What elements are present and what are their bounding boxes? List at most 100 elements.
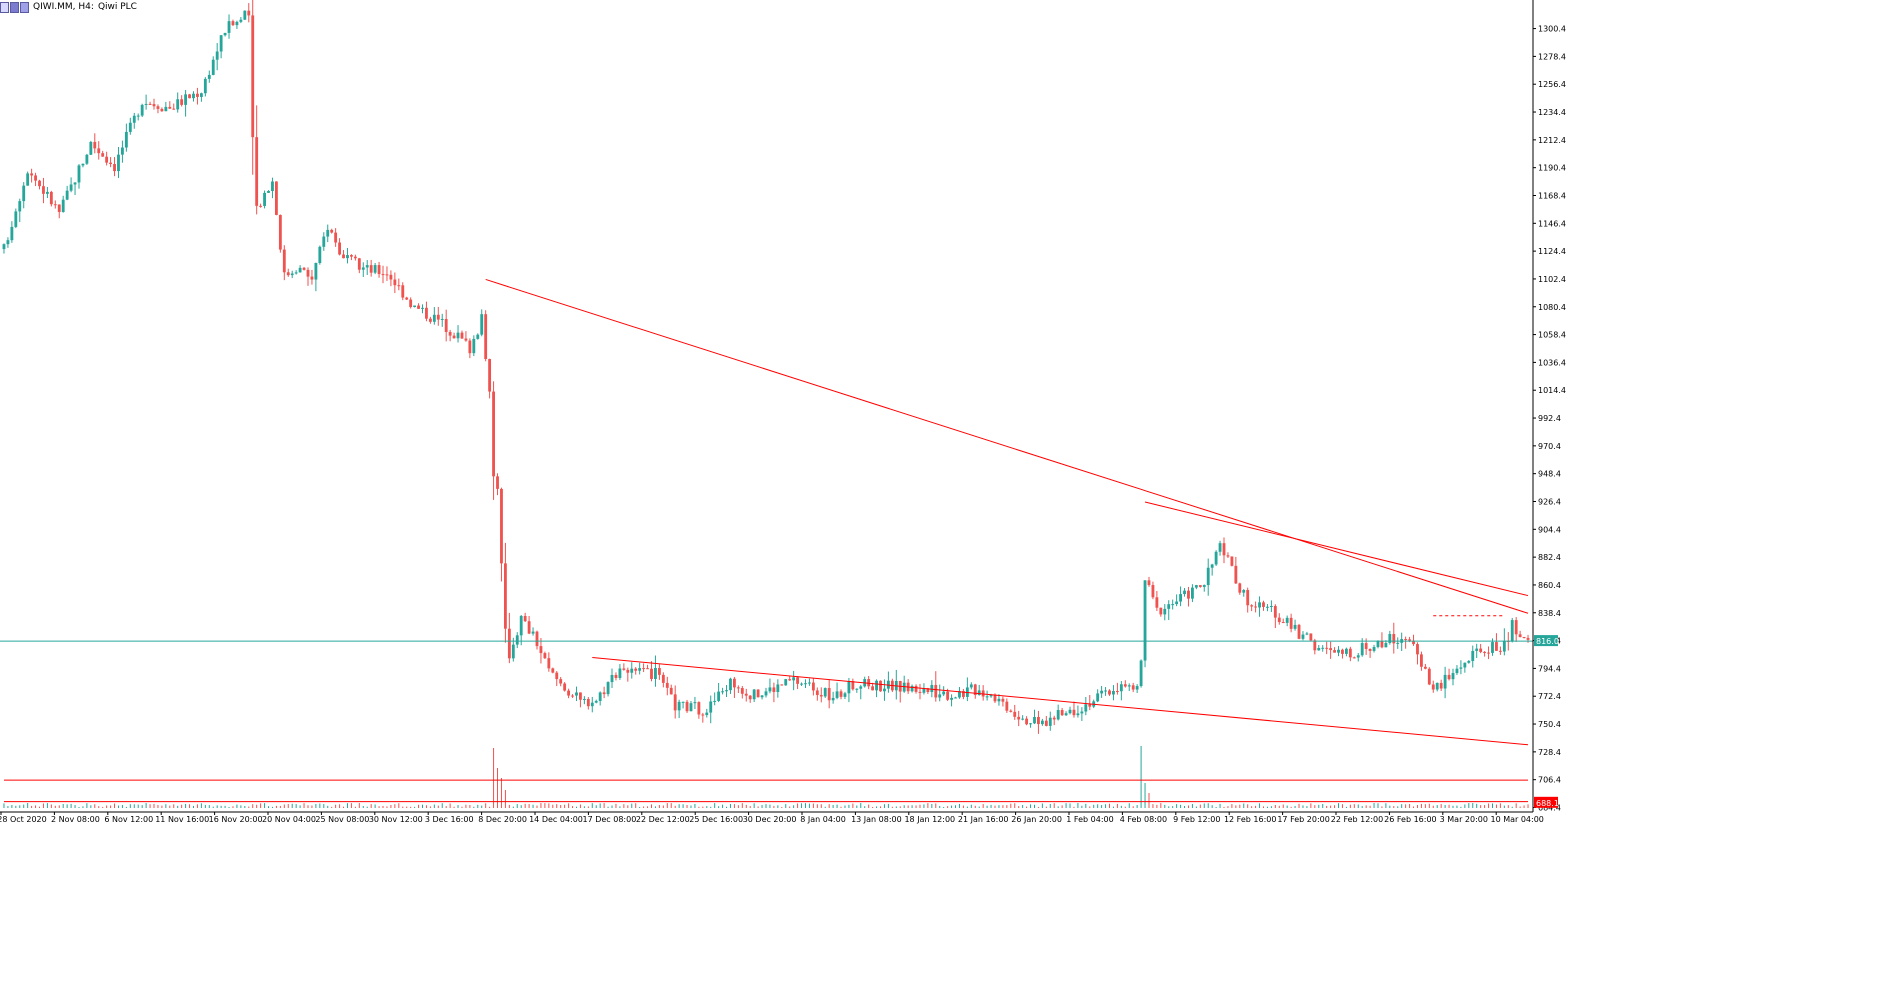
y-tick-label: 794.4: [1538, 664, 1561, 673]
indicator-icon[interactable]: [20, 1, 29, 13]
y-tick-label: 1212.4: [1538, 136, 1566, 145]
candle-body: [1080, 711, 1084, 714]
candle: [1040, 718, 1044, 726]
candle: [579, 692, 582, 708]
candle: [464, 331, 468, 342]
candle: [156, 104, 160, 114]
y-tick-label: 1036.4: [1538, 358, 1566, 367]
candle: [188, 93, 191, 99]
candle-body: [188, 94, 191, 99]
candle: [1194, 584, 1198, 590]
x-tick-label: 25 Nov 08:00: [315, 815, 369, 824]
candle-body: [954, 697, 957, 699]
candle-body: [109, 162, 113, 165]
y-tick-label: 1124.4: [1538, 247, 1566, 256]
candle: [1455, 665, 1459, 675]
candle: [1297, 623, 1301, 640]
candle-body: [776, 684, 780, 693]
candle: [10, 221, 14, 243]
axis-layer: 1300.4 1278.4 1256.4 1234.4 1212.4 1190.4 1168…: [0, 0, 1566, 824]
candle: [756, 689, 760, 698]
candle-body: [638, 668, 642, 671]
candle-body: [1463, 662, 1467, 668]
candle-body: [1206, 567, 1210, 586]
current-price-tag: 816.0: [1534, 635, 1559, 647]
candle-body: [346, 255, 349, 259]
candle: [1467, 660, 1471, 664]
candle: [575, 686, 578, 702]
candle: [184, 90, 188, 117]
candle-body: [1262, 602, 1265, 607]
candle: [421, 304, 424, 314]
candle-body: [796, 677, 800, 684]
candle: [859, 684, 863, 700]
chart-type-icon[interactable]: [0, 1, 9, 13]
candle: [357, 257, 361, 274]
candle: [57, 204, 61, 219]
candle-body: [1297, 624, 1301, 639]
candle: [954, 696, 957, 699]
x-tick-label: 17 Feb 20:00: [1277, 815, 1329, 824]
candle: [1356, 653, 1360, 662]
candle: [673, 685, 677, 719]
y-tick-label: 970.4: [1538, 442, 1561, 451]
candle: [886, 671, 890, 693]
candle: [219, 34, 223, 59]
candle-body: [227, 21, 231, 33]
candle-body: [997, 698, 1001, 702]
candle: [1333, 647, 1336, 653]
candle: [879, 680, 882, 692]
candle: [1206, 558, 1210, 596]
candle-body: [140, 104, 144, 116]
candle: [819, 687, 823, 703]
candle: [1451, 668, 1455, 686]
candle-body: [1048, 717, 1052, 726]
candle: [1412, 634, 1415, 646]
timeframe-icon[interactable]: [10, 1, 19, 13]
candle: [1025, 716, 1029, 726]
candle-body: [969, 684, 973, 688]
candle-body: [1139, 660, 1143, 687]
candle-body: [421, 307, 424, 309]
candle: [503, 542, 507, 643]
candle: [1139, 659, 1143, 688]
candle-body: [677, 701, 681, 711]
candle-body: [85, 154, 89, 164]
candle-body: [713, 700, 717, 702]
candle: [1400, 632, 1404, 651]
candle: [997, 694, 1001, 706]
candle-body: [977, 690, 981, 696]
candle-body: [330, 229, 334, 233]
candle: [768, 678, 772, 694]
candle: [1017, 710, 1021, 727]
candle: [507, 612, 511, 664]
candle: [1471, 645, 1475, 668]
candle: [1522, 636, 1526, 639]
candle: [1325, 641, 1329, 655]
x-tick-label: 21 Jan 16:00: [958, 815, 1009, 824]
candle-body: [361, 267, 365, 270]
candle: [227, 14, 231, 39]
candle-body: [1088, 704, 1092, 707]
candle: [1068, 706, 1072, 715]
candle-body: [428, 318, 432, 322]
candle-body: [610, 674, 614, 683]
current-price-tag-box: [1534, 635, 1558, 647]
candle-body: [780, 684, 784, 686]
candle-body: [1013, 711, 1017, 717]
candle-body: [594, 700, 598, 703]
candle: [196, 87, 199, 105]
candle: [511, 637, 515, 662]
candle: [1321, 645, 1325, 652]
candle-body: [519, 615, 523, 636]
candle: [515, 632, 519, 649]
candle-body: [124, 131, 128, 148]
candle: [361, 262, 365, 277]
candle-body: [551, 668, 555, 673]
candle: [1044, 715, 1048, 727]
candle: [689, 700, 693, 712]
candle: [1439, 679, 1443, 691]
candle-body: [1001, 698, 1005, 702]
candle: [1222, 537, 1226, 564]
